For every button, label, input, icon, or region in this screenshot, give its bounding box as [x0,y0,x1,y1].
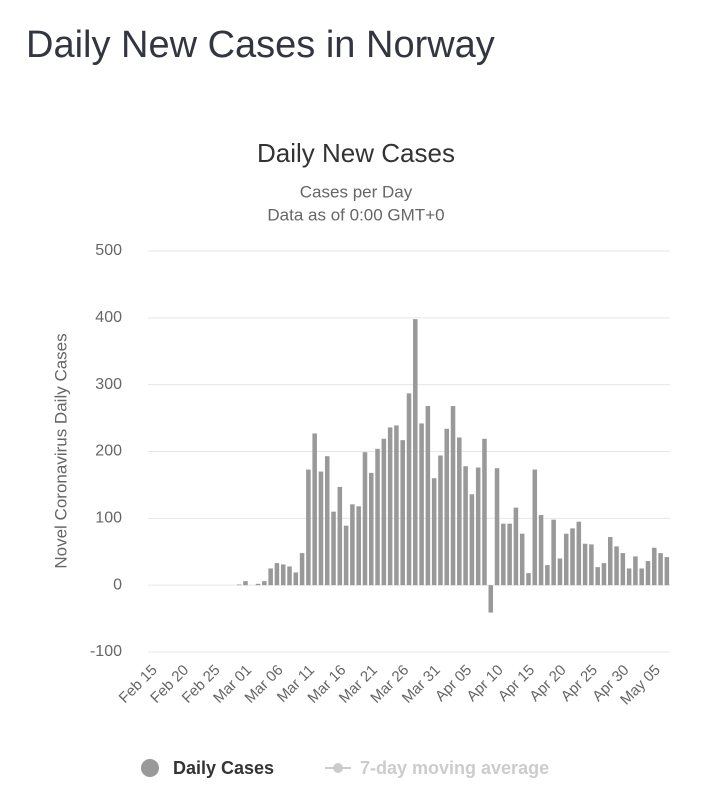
bar [331,511,336,586]
bar [595,567,600,586]
bar [381,438,387,586]
y-tick-label: 200 [95,443,122,460]
bar [362,452,368,586]
bar [243,581,248,586]
bar [626,568,632,586]
y-tick-label: 100 [95,510,122,527]
bar [318,471,324,586]
bar [324,456,330,586]
bar [444,428,449,586]
bar [557,558,563,586]
bar [563,533,569,586]
bar [268,568,273,586]
bar [513,507,519,586]
legend-label: Daily Cases [173,758,274,778]
bar [607,537,613,586]
bar [570,528,575,586]
bar [589,544,594,586]
y-tick-label: 300 [95,376,122,393]
y-tick-label: 500 [95,242,122,259]
y-tick-label: -100 [90,643,122,660]
bar [545,565,550,586]
bar [306,469,311,586]
y-axis-label: Novel Coronavirus Daily Cases [51,333,70,568]
bar [475,467,481,586]
bar [431,478,437,586]
chart-subtitle: Data as of 0:00 GMT+0 [267,205,444,224]
bar [293,572,299,586]
bar [507,523,512,586]
bar [620,553,626,586]
bar [413,319,418,586]
bar [519,533,525,586]
bar [501,523,506,586]
bar [375,448,380,586]
bar [614,546,619,586]
bar [280,564,286,586]
bar [494,468,500,586]
bar [337,486,343,586]
bar [425,406,431,586]
bar [438,455,443,586]
bar [658,553,663,586]
bar [645,561,651,586]
bar [488,585,494,613]
bar [664,557,670,586]
bar [576,521,582,586]
bar [551,519,556,586]
legend-marker [333,763,343,773]
bar [406,393,412,586]
bar [526,573,531,586]
bar [633,556,638,586]
bar [538,514,544,586]
bar [582,543,588,586]
bar [287,566,292,586]
bar [369,472,374,586]
bar [236,584,242,586]
bar [299,553,305,586]
page-title: Daily New Cases in Norway [26,24,495,66]
bar [343,525,349,586]
bar [450,406,456,586]
bar [394,425,399,586]
bar [652,547,657,586]
bar [255,583,261,586]
legend-marker [141,759,159,777]
bar [419,423,424,586]
bar [532,469,538,586]
bar [274,563,280,586]
bar [312,433,317,586]
bar [457,437,462,586]
legend-label: 7-day moving average [360,758,549,778]
bar [482,438,487,586]
bar [463,466,468,586]
chart-title: Daily New Cases [257,138,455,168]
bar [400,440,405,586]
y-tick-label: 0 [113,576,122,593]
bar [350,504,355,586]
bar [387,427,393,586]
bar [356,506,361,586]
chart-subtitle: Cases per Day [300,182,413,201]
bar [469,494,475,586]
y-tick-label: 400 [95,309,122,326]
bar [601,563,607,586]
bar [639,568,644,586]
bar [262,581,267,586]
